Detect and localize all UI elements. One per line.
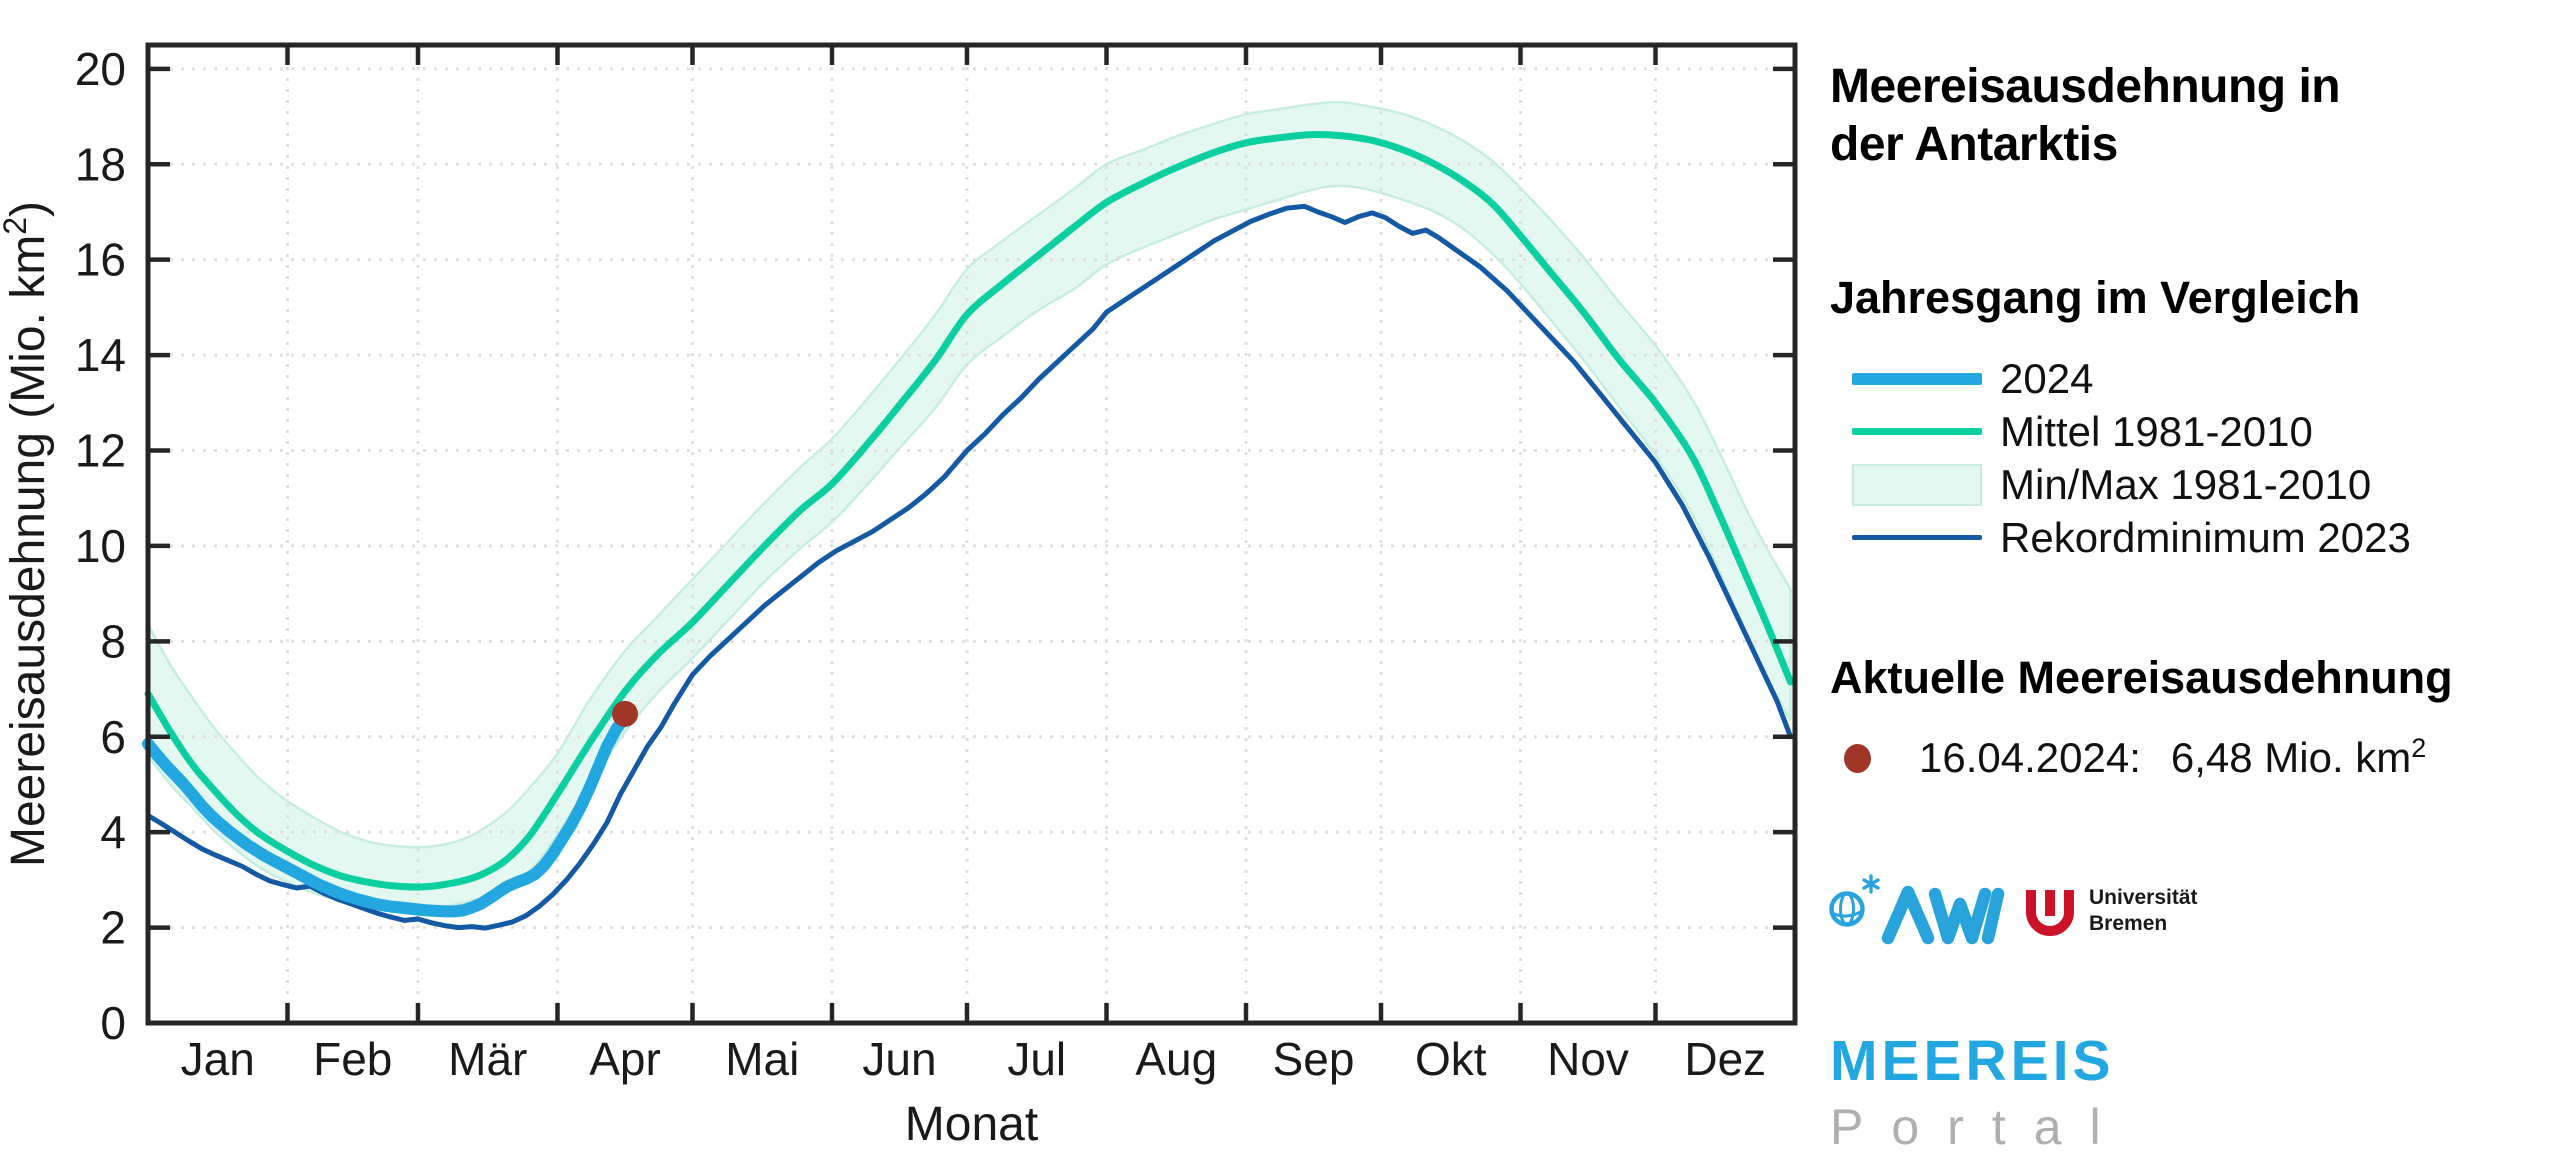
y-tick-label: 14 bbox=[75, 329, 126, 381]
uni-bremen-u-icon bbox=[2026, 890, 2074, 936]
y-tick-label: 4 bbox=[100, 806, 126, 858]
series-line-2024 bbox=[142, 710, 631, 918]
axes-box bbox=[145, 42, 1798, 1026]
x-month-label: Jan bbox=[181, 1033, 255, 1085]
meereisportal-logo: MEEREIS Portal bbox=[1830, 1028, 2129, 1156]
legend-item-2: Min/Max 1981-2010 bbox=[1852, 458, 2552, 511]
current-extent-point bbox=[612, 700, 638, 727]
current-extent-date: 16.04.2024: bbox=[1919, 734, 2141, 781]
legend-item-label: Min/Max 1981-2010 bbox=[2000, 460, 2372, 508]
uni-bremen-label-line1: Universität bbox=[2089, 886, 2198, 909]
legend-item-3: Rekordminimum 2023 bbox=[1852, 511, 2552, 564]
band-min-max bbox=[146, 100, 1792, 911]
x-month-label: Dez bbox=[1684, 1033, 1766, 1085]
legend-item-label: 2024 bbox=[2000, 354, 2094, 402]
x-month-label: Aug bbox=[1135, 1033, 1217, 1085]
legend-band-swatch bbox=[1852, 463, 1982, 506]
page-title: Meereisausdehnung in der Antarktis bbox=[1830, 58, 2341, 174]
awi-globe-meridian bbox=[1839, 892, 1855, 926]
page-title-line1: Meereisausdehnung in bbox=[1830, 60, 2341, 113]
x-month-label: Okt bbox=[1415, 1033, 1487, 1085]
x-axis-label: Monat bbox=[905, 1098, 1038, 1151]
current-extent-heading: Aktuelle Meereisausdehnung bbox=[1830, 652, 2453, 703]
awi-asterisk-icon bbox=[1862, 874, 1880, 894]
x-month-label: Apr bbox=[589, 1033, 661, 1085]
awi-globe-icon bbox=[1829, 891, 1865, 927]
legend-swatch-mark bbox=[1852, 428, 1982, 435]
page-title-line2: der Antarktis bbox=[1830, 118, 2118, 171]
legend-item-label: Mittel 1981-2010 bbox=[2000, 407, 2313, 455]
series-line-mittel-1981-2010 bbox=[144, 131, 1794, 891]
x-month-label: Feb bbox=[313, 1033, 392, 1085]
x-month-label: Mai bbox=[725, 1033, 799, 1085]
legend-line-swatch bbox=[1852, 535, 1982, 540]
legend-heading: Jahresgang im Vergleich bbox=[1830, 272, 2361, 323]
x-month-label: Sep bbox=[1273, 1033, 1355, 1085]
y-tick-label: 6 bbox=[100, 711, 126, 763]
current-extent-value: 6,48 Mio. km2 bbox=[2170, 733, 2427, 781]
current-extent-unit-superscript: 2 bbox=[2411, 733, 2427, 763]
legend-swatch-mark bbox=[1852, 535, 1982, 540]
y-axis-label: Meereisausdehnung (Mio. km2) bbox=[0, 201, 55, 867]
y-tick-label: 2 bbox=[100, 902, 126, 954]
y-tick-label: 10 bbox=[75, 520, 126, 572]
uni-bremen-logo: Universität Bremen bbox=[2026, 886, 2198, 936]
legend-item-0: 2024 bbox=[1852, 352, 2552, 405]
current-extent-marker-icon bbox=[1844, 743, 1871, 773]
legend-swatch-mark bbox=[1852, 372, 1982, 385]
y-tick-label: 16 bbox=[75, 234, 126, 286]
y-tick-label: 0 bbox=[100, 997, 126, 1049]
legend-line-swatch bbox=[1852, 428, 1982, 435]
legend-item-label: Rekordminimum 2023 bbox=[2000, 513, 2411, 561]
awi-letters bbox=[1881, 885, 2005, 945]
awi-logo bbox=[1829, 874, 2005, 945]
legend-swatch-mark bbox=[1852, 463, 1982, 506]
info-panel: Meereisausdehnung in der Antarktis Jahre… bbox=[1829, 0, 2560, 1156]
uni-bremen-label-line2: Bremen bbox=[2089, 912, 2167, 935]
series-line-rekordminimum-2023 bbox=[145, 203, 1793, 931]
legend-line-swatch bbox=[1852, 372, 1982, 385]
x-month-label: Jul bbox=[1007, 1033, 1066, 1085]
legend-item-1: Mittel 1981-2010 bbox=[1852, 405, 2552, 458]
y-tick-label: 8 bbox=[100, 615, 126, 667]
awi-globe-equator bbox=[1830, 909, 1864, 918]
legend: 2024 Mittel 1981-2010 Min/Max 1981-2010 Rek… bbox=[1852, 352, 2552, 564]
meereisportal-logo-sub: Portal bbox=[1830, 1099, 2129, 1155]
y-tick-label: 12 bbox=[75, 425, 126, 477]
sea-ice-extent-chart: 0 2 4 6 8 10 12 14 16 18 20 Jan Feb Mär Apr Mai Jun Jul Au… bbox=[0, 42, 1798, 1151]
logos-row: Universität Bremen bbox=[1820, 870, 2560, 980]
x-month-label: Jun bbox=[862, 1033, 936, 1085]
y-tick-label: 18 bbox=[75, 138, 126, 190]
logos-graphic: Universität Bremen bbox=[1829, 874, 2198, 945]
current-extent-row: 16.04.2024: 6,48 Mio. km2 bbox=[1844, 730, 2426, 786]
x-month-label: Mär bbox=[448, 1033, 527, 1085]
x-month-label: Nov bbox=[1547, 1033, 1629, 1085]
y-tick-label: 20 bbox=[75, 43, 126, 95]
meereisportal-logo-main: MEEREIS bbox=[1830, 1029, 2115, 1093]
plot-area: 0 2 4 6 8 10 12 14 16 18 20 Jan Feb Mär Apr Mai Jun Jul Au… bbox=[0, 42, 1798, 1151]
